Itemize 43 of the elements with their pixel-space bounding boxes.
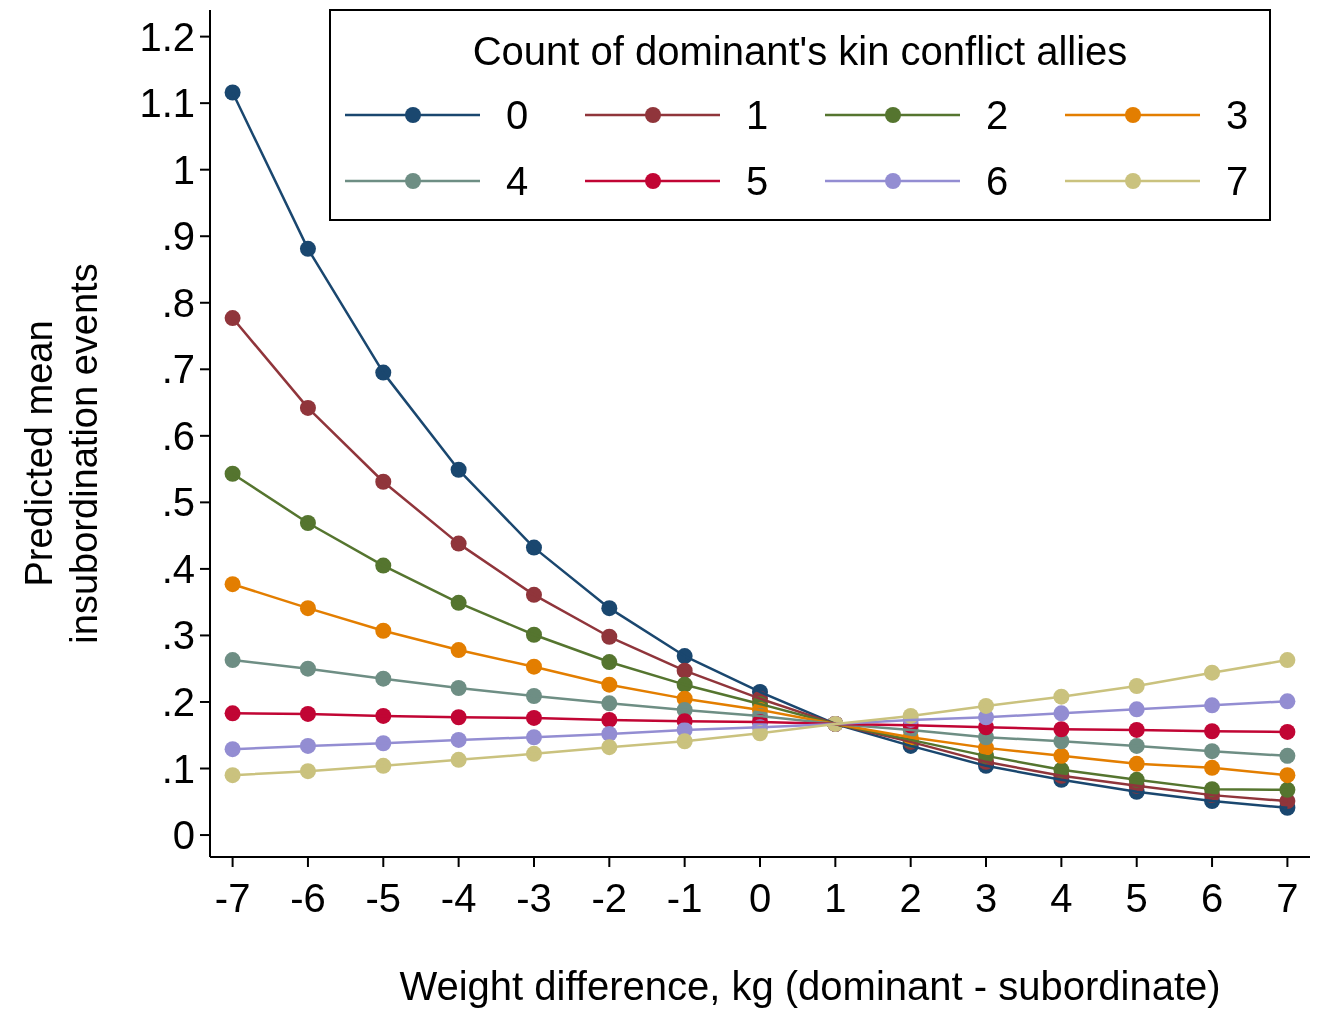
legend-title: Count of dominant's kin conflict allies <box>472 29 1128 73</box>
point <box>224 741 241 758</box>
y-axis-title: Predicted mean insubordination events <box>18 263 105 644</box>
legend-label: 0 <box>505 93 529 137</box>
y-tick-label: .2 <box>161 679 195 724</box>
y-tick-label: .6 <box>161 413 195 458</box>
y-tick-label: .1 <box>161 746 195 791</box>
x-tick-label: 7 <box>1276 876 1299 920</box>
x-tick-label: 2 <box>899 876 922 920</box>
x-tick-label: -1 <box>666 876 703 920</box>
x-tick-label: -3 <box>516 876 552 920</box>
legend-label: 6 <box>985 159 1009 203</box>
x-tick-label: 6 <box>1200 876 1224 920</box>
x-tick-label: 0 <box>748 876 772 920</box>
y-tick-label: .3 <box>161 613 195 658</box>
legend-label: 7 <box>1225 159 1249 203</box>
x-tick-label: 3 <box>974 876 998 920</box>
legend-label: 4 <box>505 159 529 203</box>
x-tick-label: -2 <box>591 876 628 920</box>
x-tick-label: 4 <box>1050 876 1073 920</box>
x-tick-label: 5 <box>1125 876 1148 920</box>
x-tick-label: -5 <box>365 876 402 920</box>
y-tick-label: .4 <box>161 546 195 591</box>
legend-label: 3 <box>1225 93 1249 137</box>
legend-label: 2 <box>985 93 1009 137</box>
y-tick-label: 1.2 <box>139 14 195 59</box>
y-tick-label: .8 <box>161 280 195 325</box>
x-tick-label: -7 <box>214 876 251 920</box>
x-axis-title: Weight difference, kg (dominant - subordinate) <box>399 964 1221 1008</box>
x-tick-label: 1 <box>824 876 847 920</box>
y-tick-label: 0 <box>172 813 195 858</box>
y-tick-label: 1.1 <box>139 81 195 126</box>
y-tick-label: 1 <box>172 147 195 192</box>
point <box>1279 723 1296 740</box>
y-tick-label: .7 <box>161 347 195 392</box>
x-tick-label: -4 <box>440 876 477 920</box>
x-tick-label: -6 <box>290 876 326 920</box>
point <box>1279 652 1296 669</box>
y-tick-label: .9 <box>161 214 195 259</box>
point <box>224 767 241 784</box>
y-tick-label: .5 <box>161 480 195 525</box>
legend-label: 1 <box>745 93 769 137</box>
legend-label: 5 <box>745 159 769 203</box>
